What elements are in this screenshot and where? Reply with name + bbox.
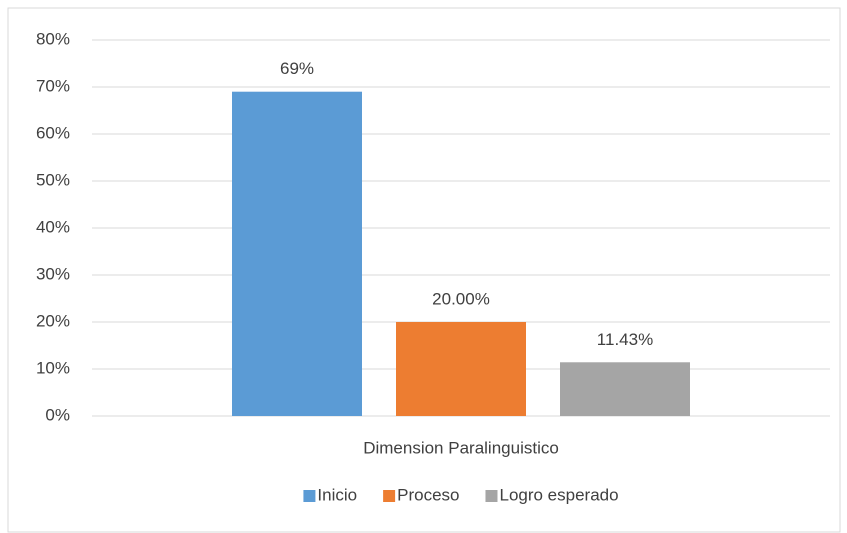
bar bbox=[396, 322, 526, 416]
y-tick-label: 30% bbox=[36, 264, 70, 283]
data-label: 11.43% bbox=[597, 330, 653, 349]
x-tick-label: Dimension Paralinguistico bbox=[363, 438, 559, 457]
legend-label: Proceso bbox=[397, 485, 459, 504]
y-tick-label: 50% bbox=[36, 170, 70, 189]
y-tick-label: 80% bbox=[36, 29, 70, 48]
y-tick-label: 20% bbox=[36, 311, 70, 330]
bar bbox=[232, 91, 362, 416]
data-label: 69% bbox=[280, 59, 314, 78]
y-tick-label: 60% bbox=[36, 123, 70, 142]
chart-border bbox=[7, 7, 841, 533]
legend-swatch bbox=[383, 490, 396, 502]
legend-label: Logro esperado bbox=[499, 485, 618, 504]
y-tick-label: 40% bbox=[36, 217, 70, 236]
data-label: 20.00% bbox=[432, 289, 490, 308]
legend-swatch bbox=[485, 490, 498, 502]
y-tick-label: 10% bbox=[36, 358, 70, 377]
y-tick-label: 0% bbox=[45, 405, 70, 424]
y-tick-label: 70% bbox=[36, 76, 70, 95]
bar bbox=[560, 362, 690, 416]
legend-label: Inicio bbox=[317, 485, 357, 504]
legend-swatch bbox=[303, 490, 316, 502]
